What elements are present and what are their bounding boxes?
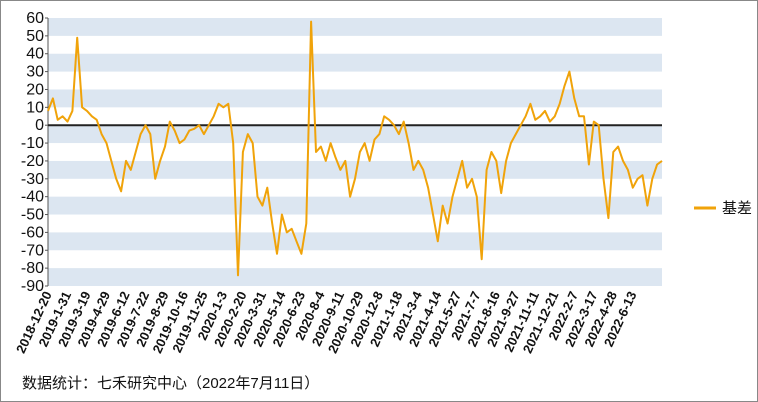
y-tick-label: -10 [21, 135, 44, 152]
grid-band [48, 232, 662, 251]
grid-band [48, 196, 662, 215]
grid-band [48, 18, 662, 36]
y-tick-label: 60 [26, 10, 44, 27]
y-tick-label: -20 [21, 153, 44, 170]
y-tick-label: -40 [21, 189, 44, 206]
grid-band [48, 160, 662, 179]
y-tick-label: 20 [26, 81, 44, 98]
y-tick-label: -30 [21, 171, 44, 188]
legend-label: 基差 [722, 200, 752, 217]
y-tick-label: -50 [21, 207, 44, 224]
grid-band [48, 89, 662, 108]
y-tick-label: 40 [26, 46, 44, 63]
y-tick-label: -60 [21, 224, 44, 241]
y-tick-label: -70 [21, 242, 44, 259]
y-tick-label: 10 [26, 99, 44, 116]
y-tick-label: 50 [26, 28, 44, 45]
y-tick-label: 0 [35, 117, 44, 134]
grid-band [48, 53, 662, 72]
series-line [47, 20, 663, 277]
y-tick-label: -80 [21, 260, 44, 277]
y-tick-label: -90 [21, 278, 44, 295]
y-tick-label: 30 [26, 64, 44, 81]
grid-band [48, 268, 662, 286]
source-note: 数据统计：七禾研究中心（2022年7月11日） [22, 375, 319, 392]
